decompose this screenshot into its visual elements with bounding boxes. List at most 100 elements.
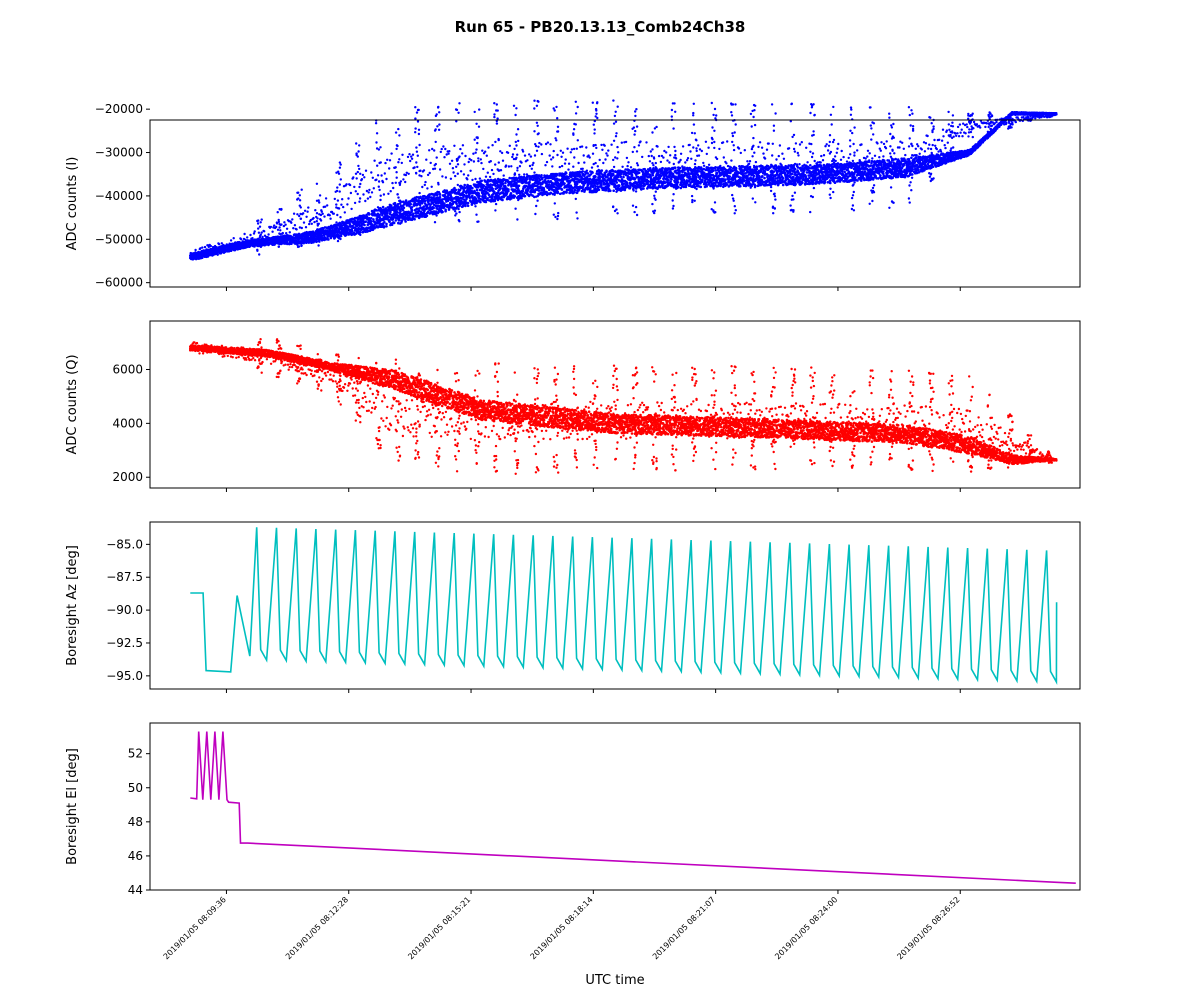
- adc-i-point-3250: [648, 167, 652, 170]
- adc-i-point-1420: [389, 204, 393, 207]
- adc-i-point-4224: [787, 166, 790, 170]
- adc-i-point-1765: [438, 195, 442, 199]
- adc-i-point-1486: [399, 210, 402, 213]
- adc-i-point-1805: [444, 208, 447, 211]
- adc-i-point-2435: [533, 190, 536, 194]
- adc-i-point-1557: [409, 202, 413, 206]
- adc-i-point-2643: [563, 182, 566, 185]
- adc-i-point-1523: [404, 220, 407, 223]
- adc-i-point-3955: [748, 165, 752, 169]
- adc-i-point-4294: [796, 166, 800, 169]
- adc-i-point-2886: [597, 188, 601, 192]
- adc-i-point-976: [327, 238, 330, 241]
- adc-i-point-4623: [843, 170, 846, 174]
- adc-i-point-1067: [339, 234, 343, 238]
- adc-i-point-3333: [660, 169, 664, 173]
- adc-i-point-3268: [651, 174, 655, 177]
- adc-i-point-2719: [573, 188, 577, 192]
- adc-i-point-3449: [677, 185, 680, 189]
- adc-i-point-3778: [723, 178, 727, 181]
- adc-i-point-3721: [715, 171, 719, 175]
- adc-i-point-2463: [537, 189, 541, 192]
- adc-i-point-1782: [441, 210, 444, 214]
- adc-i-point-1239: [364, 220, 368, 223]
- adc-i-point-4123: [772, 170, 776, 173]
- adc-i-point-1650: [422, 205, 426, 208]
- adc-i-point-1280: [369, 217, 373, 220]
- adc-i-point-1940: [463, 183, 467, 187]
- adc-i-point-4190: [781, 177, 785, 180]
- adc-i-point-1994: [471, 187, 474, 190]
- adc-i-point-3890: [739, 176, 742, 179]
- adc-i-point-2086: [484, 195, 487, 198]
- adc-i-point-2364: [523, 194, 527, 198]
- adc-i-point-1875: [454, 188, 458, 192]
- adc-i-point-4253: [790, 172, 794, 176]
- adc-i-point-1448: [393, 201, 397, 205]
- adc-i-point-1566: [410, 206, 414, 209]
- adc-i-point-4261: [792, 176, 795, 179]
- adc-i-point-4056: [763, 176, 766, 180]
- adc-i-point-2809: [586, 172, 590, 175]
- adc-i-point-3400: [670, 178, 673, 181]
- adc-i-point-4520: [828, 179, 832, 182]
- adc-i-point-2192: [499, 187, 502, 190]
- adc-i-point-4883: [880, 163, 883, 167]
- adc-i-point-1249: [365, 215, 369, 218]
- adc-i-point-2349: [521, 189, 525, 193]
- adc-i-point-2657: [564, 171, 568, 175]
- adc-i-point-2228: [504, 185, 507, 188]
- adc-i-point-2206: [501, 198, 504, 202]
- adc-i-point-4004: [755, 167, 759, 171]
- adc-i-point-4875: [879, 174, 882, 177]
- adc-i-point-4002: [755, 165, 759, 168]
- adc-i-point-4376: [808, 176, 811, 179]
- adc-i-point-1706: [430, 210, 433, 214]
- adc-i-point-3529: [688, 175, 691, 178]
- adc-i-point-2226: [504, 181, 507, 185]
- adc-i-point-3380: [667, 178, 670, 182]
- adc-i-point-4380: [809, 164, 812, 167]
- adc-i-point-2675: [567, 177, 570, 180]
- adc-i-point-2488: [541, 176, 544, 180]
- adc-i-point-1745: [435, 193, 439, 197]
- adc-i-point-2323: [517, 184, 521, 188]
- adc-i-point-1477: [398, 218, 401, 222]
- adc-i-point-4769: [863, 170, 867, 173]
- adc-i-point-3577: [695, 176, 698, 179]
- adc-i-point-1721: [432, 206, 436, 210]
- adc-i-point-1660: [423, 199, 427, 203]
- adc-i-point-1503: [401, 208, 405, 212]
- adc-i-point-2110: [487, 193, 491, 196]
- adc-i-point-3061: [622, 175, 625, 179]
- adc-i-point-3902: [741, 182, 744, 185]
- adc-i-point-2266: [509, 192, 513, 195]
- adc-i-point-1672: [425, 214, 429, 217]
- adc-i-point-1766: [438, 193, 442, 196]
- adc-i-point-4324: [801, 181, 804, 185]
- adc-i-point-3427: [674, 166, 677, 169]
- adc-i-point-2059: [480, 179, 484, 183]
- adc-i-point-1231: [363, 223, 366, 227]
- adc-i-point-3282: [653, 183, 657, 187]
- adc-i-point-1441: [392, 221, 396, 225]
- adc-i-point-1568: [410, 208, 414, 212]
- adc-i-point-1387: [385, 225, 388, 228]
- adc-i-point-3857: [734, 166, 738, 170]
- adc-i-point-1509: [402, 206, 406, 209]
- adc-i-point-1362: [381, 205, 385, 209]
- adc-i-point-3886: [739, 184, 742, 188]
- adc-i-point-2591: [555, 173, 559, 177]
- adc-i-point-1128: [348, 223, 352, 226]
- adc-i-point-3338: [661, 183, 664, 187]
- adc-i-point-2659: [565, 191, 568, 194]
- adc-i-point-1946: [464, 204, 467, 208]
- adc-i-point-4345: [803, 183, 807, 186]
- adc-i-point-2208: [501, 182, 505, 186]
- adc-i-point-2774: [581, 170, 584, 173]
- adc-i-point-1962: [466, 204, 470, 208]
- adc-i-point-3928: [744, 184, 748, 187]
